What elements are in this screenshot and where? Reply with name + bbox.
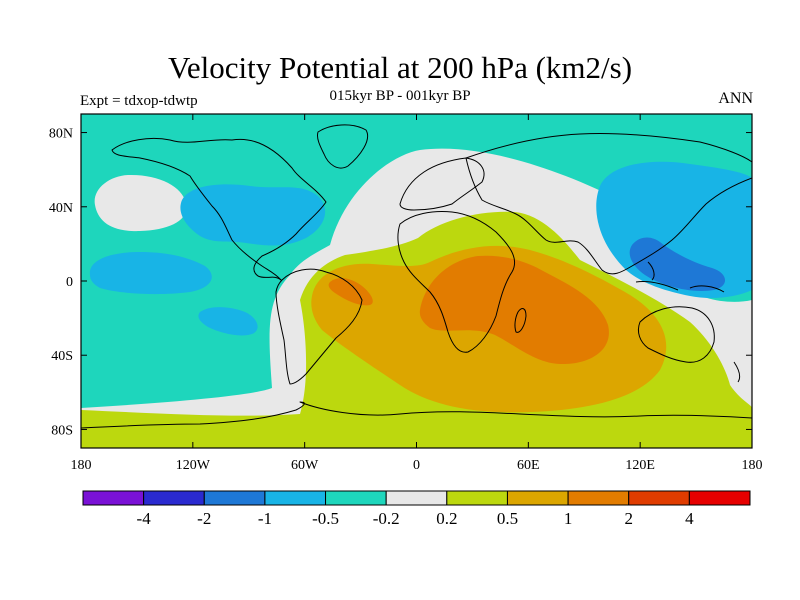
colorbar-swatch [506,490,569,506]
y-tick-label: 40S [51,349,73,364]
x-tick-label: 60E [517,458,540,473]
experiment-label: Expt = tdxop-tdwtp [80,93,198,109]
x-tick-label: 180 [742,458,763,473]
colorbar-label: 0.5 [497,509,518,528]
x-tick-label: 0 [413,458,420,473]
colorbar: -4 -2 -1 -0.5 -0.2 0.2 0.5 1 2 4 [82,490,751,528]
contour-lightblue-namerica [180,184,326,246]
colorbar-label: -4 [137,509,152,528]
colorbar-label: -1 [258,509,272,528]
colorbar-label: -0.5 [312,509,339,528]
colorbar-swatch [446,490,508,506]
axis-ticks: 180 120W 60W 0 60E 120E 180 80N 40N 0 40S 80S [49,114,763,473]
y-tick-label: 0 [66,275,73,290]
x-tick-label: 180 [71,458,92,473]
colorbar-label: 2 [624,509,633,528]
coast-greenland [317,124,368,169]
coast-antarctica [81,401,752,429]
colorbar-swatch [203,490,266,506]
coast-africa [397,211,516,353]
y-tick-label: 40N [49,201,73,216]
coast-madagascar [514,308,527,333]
coast-indonesia [635,261,725,293]
colorbar-label: -0.2 [373,509,400,528]
x-tick-label: 120W [176,458,211,473]
coast-europe [399,157,485,211]
y-tick-label: 80N [49,127,73,142]
colorbar-swatch [628,490,690,506]
coast-south-america [275,268,363,385]
colorbar-swatch [264,490,327,506]
contour-orange-main [419,255,609,365]
map-title: Velocity Potential at 200 hPa (km2/s) [167,50,633,85]
map-subtitle: 015kyr BP - 001kyr BP [329,88,471,104]
y-tick-label: 80S [51,423,73,438]
x-tick-label: 60W [291,458,319,473]
coast-north-america [111,137,327,281]
colorbar-swatch [325,490,387,506]
coast-australia [637,306,715,363]
colorbar-label: -2 [197,509,211,528]
contour-neutral-npacific [94,174,187,232]
colorbar-label: 0.2 [436,509,457,528]
coast-new-zealand [733,361,741,383]
contour-fields [81,114,752,448]
colorbar-label: 1 [564,509,573,528]
coast-asia [465,132,752,275]
x-tick-label: 120E [625,458,655,473]
contour-lightblue-pacific [89,252,212,295]
colorbar-label: 4 [685,509,694,528]
colorbar-swatch [143,490,205,506]
colorbar-swatch [82,490,145,506]
colorbar-swatch [385,490,448,506]
colorbar-swatch [567,490,630,506]
season-label: ANN [718,90,753,107]
colorbar-swatch [688,490,751,506]
contour-lightblue-southpacific [198,307,258,336]
coastlines [81,124,752,429]
